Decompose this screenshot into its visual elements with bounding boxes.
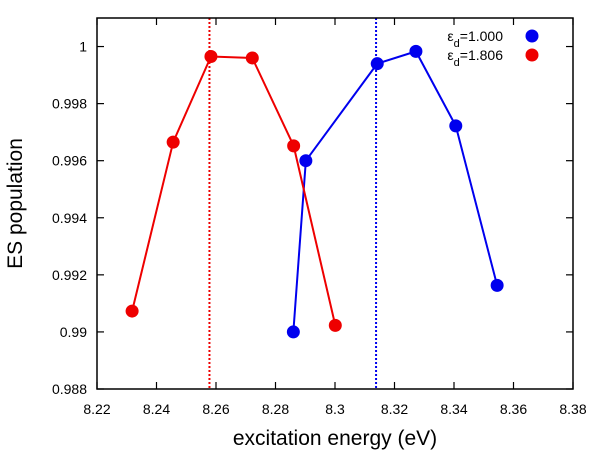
x-tick-label: 8.28 <box>262 401 289 417</box>
data-point <box>204 50 218 64</box>
y-tick-label: 1 <box>79 39 87 55</box>
data-point <box>125 304 139 318</box>
data-point <box>328 318 342 332</box>
data-point <box>299 154 313 168</box>
legend-marker <box>525 29 539 43</box>
legend-value: =1.806 <box>460 47 503 63</box>
plot-frame <box>96 17 574 390</box>
y-tick-label: 0.994 <box>52 210 87 226</box>
data-point <box>490 278 504 292</box>
y-tick-label: 0.988 <box>52 381 87 397</box>
legend-label: εd=1.000 <box>447 28 503 50</box>
data-point <box>245 51 259 65</box>
legend-symbol: ε <box>447 28 453 44</box>
legend-value: =1.000 <box>460 28 503 44</box>
data-point <box>286 325 300 339</box>
x-tick-label: 8.36 <box>500 401 527 417</box>
x-tick-label: 8.32 <box>381 401 408 417</box>
series-line <box>131 55 337 326</box>
y-axis-title: ES population <box>4 138 27 269</box>
x-tick-label: 8.34 <box>440 401 467 417</box>
reference-lines <box>208 18 378 389</box>
x-tick-label: 8.3 <box>325 401 345 417</box>
legend-symbol: ε <box>447 47 453 63</box>
legend-marker <box>525 48 539 62</box>
x-axis-title: excitation energy (eV) <box>233 427 437 450</box>
x-tick-label: 8.24 <box>143 401 170 417</box>
series-2 <box>125 50 342 332</box>
series-line <box>292 50 499 332</box>
ticks-layer: 8.22 8.24 8.26 8.28 8.3 8.32 8.34 8.36 8.38 0.988… <box>52 18 587 417</box>
y-tick-label: 0.992 <box>52 267 87 283</box>
legend-label: εd=1.806 <box>447 47 503 69</box>
data-point <box>449 119 463 133</box>
y-tick-label: 0.998 <box>52 96 87 112</box>
series-1 <box>286 44 504 339</box>
y-tick-label: 0.996 <box>52 153 87 169</box>
x-tick-label: 8.26 <box>202 401 229 417</box>
data-point <box>370 57 384 71</box>
legend-subscript: d <box>454 38 460 50</box>
series-layer <box>125 44 504 339</box>
data-point <box>166 135 180 149</box>
legend-subscript: d <box>454 57 460 69</box>
x-tick-label: 8.38 <box>559 401 586 417</box>
data-point <box>409 44 423 58</box>
x-tick-label: 8.22 <box>83 401 110 417</box>
data-point <box>287 139 301 153</box>
y-tick-label: 0.99 <box>60 324 87 340</box>
